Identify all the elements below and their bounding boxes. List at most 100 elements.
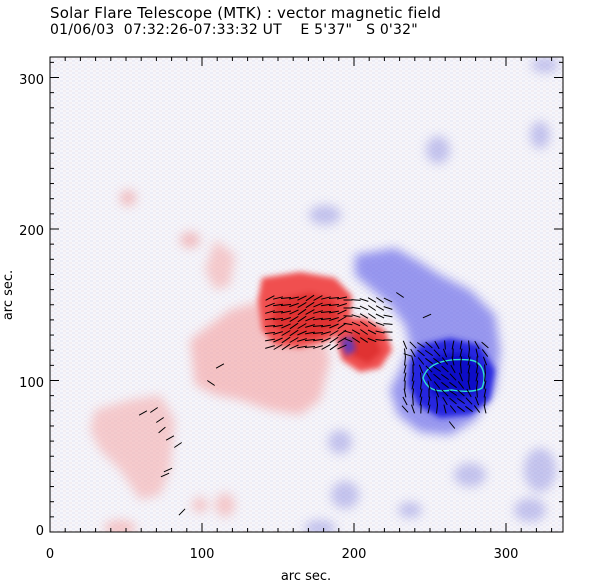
field-vector (383, 306, 393, 310)
field-vector (343, 322, 353, 326)
field-vector (289, 309, 299, 315)
field-vector (468, 340, 470, 350)
field-vector (411, 356, 415, 366)
field-vector (403, 364, 407, 374)
field-vector (375, 313, 385, 319)
field-vector (351, 321, 361, 327)
field-vector (313, 338, 323, 342)
field-vector (337, 303, 347, 307)
y-tick-label: 200 (19, 224, 44, 239)
field-vector (265, 295, 275, 301)
field-vector (459, 356, 463, 366)
field-vector (375, 330, 385, 334)
field-vector (474, 340, 480, 350)
field-vector (433, 349, 441, 357)
field-vector (402, 340, 408, 350)
field-vector (483, 388, 487, 398)
field-vector (280, 303, 292, 307)
y-tick-label: 0 (36, 524, 44, 539)
field-vector (272, 317, 284, 321)
field-vector (426, 372, 432, 382)
field-vector (359, 313, 369, 319)
field-vector (321, 344, 331, 350)
field-vector (321, 324, 331, 328)
field-vector (427, 396, 431, 406)
field-vector (313, 317, 323, 321)
field-vector (422, 313, 432, 319)
field-vector (402, 396, 408, 406)
field-vector (289, 322, 299, 330)
field-vector (367, 337, 377, 343)
field-vector (158, 426, 166, 434)
field-vector (433, 357, 441, 365)
field-vector (375, 322, 385, 326)
field-vector (281, 310, 291, 314)
field-vector (289, 302, 299, 308)
field-vector (484, 372, 486, 382)
field-vector (297, 295, 307, 301)
field-vector (449, 405, 457, 413)
field-vector (457, 405, 465, 413)
field-vector (289, 337, 299, 343)
magnetic-field-map (90, 57, 559, 532)
field-vector (468, 348, 470, 358)
field-vector (329, 330, 339, 336)
field-vector (297, 315, 307, 323)
field-vector (328, 297, 340, 299)
field-vector (305, 324, 315, 328)
field-vector (280, 297, 292, 299)
field-vector (273, 344, 283, 350)
field-vector (467, 364, 471, 374)
field-vector (404, 348, 406, 358)
field-vector (305, 309, 315, 315)
field-vector (312, 332, 324, 334)
field-vector (265, 338, 275, 342)
field-vector (297, 330, 307, 336)
field-vector (359, 337, 369, 343)
field-vector (281, 323, 291, 329)
field-vector (459, 348, 463, 358)
field-vector (313, 295, 323, 301)
field-vector (343, 337, 353, 343)
field-vector (351, 337, 361, 343)
field-vector (459, 340, 463, 350)
field-vector (272, 296, 284, 300)
field-vector (264, 331, 276, 335)
field-vector (265, 302, 275, 308)
field-vector (401, 405, 409, 413)
field-vector (425, 365, 433, 373)
field-vector (174, 442, 182, 448)
field-vector (273, 324, 283, 328)
field-vector (337, 344, 347, 350)
axis-ticks (49, 57, 563, 533)
field-vector (451, 340, 455, 350)
field-vector (297, 345, 307, 349)
field-vector (442, 348, 448, 358)
y-tick-label: 300 (19, 73, 44, 88)
field-vector (441, 357, 449, 365)
field-vector (328, 303, 340, 307)
field-vector (483, 380, 487, 390)
plot-frame (49, 56, 564, 533)
field-vector (449, 390, 457, 396)
field-vector (441, 373, 449, 381)
field-vector (320, 317, 332, 321)
field-vector (329, 310, 339, 314)
field-vector (321, 296, 331, 300)
field-vector (481, 341, 489, 349)
field-vector (449, 397, 457, 405)
field-vector (475, 364, 479, 374)
field-vector (305, 316, 315, 322)
field-vector (156, 417, 164, 423)
x-tick-label: 200 (342, 547, 367, 562)
field-vector (297, 323, 307, 329)
field-vector (411, 372, 415, 382)
field-vector (313, 310, 323, 314)
field-vector (320, 311, 332, 313)
field-vector (442, 396, 448, 406)
field-vector (289, 344, 299, 350)
field-vector (163, 467, 173, 473)
field-vector (367, 321, 377, 327)
field-vector (483, 404, 487, 414)
